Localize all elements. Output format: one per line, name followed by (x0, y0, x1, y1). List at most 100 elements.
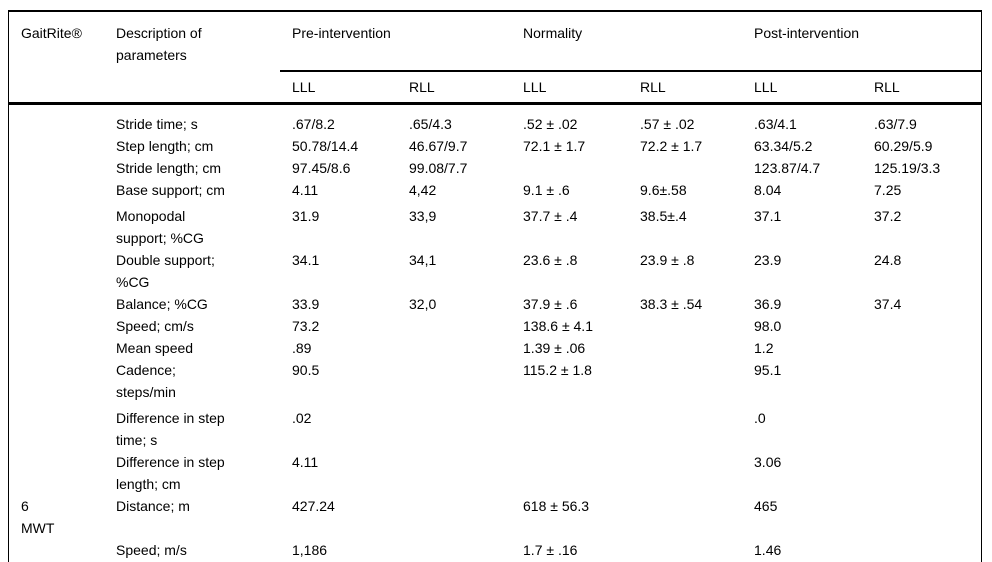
cell-value: 1,186 (292, 542, 328, 558)
table-header: GaitRite® Description of parameters Pre-… (9, 12, 982, 105)
table-row: 6 MWT Distance; m 427.24 618 ± 56.3 465 (9, 495, 981, 539)
cell-value: 37.4 (874, 296, 902, 312)
cell-value: 138.6 ± 4.1 (523, 318, 593, 334)
cell-value: 97.45/8.6 (292, 160, 351, 176)
cell-value: 7.25 (874, 182, 902, 198)
cell-value: .63/4.1 (754, 116, 797, 132)
header-gaitrite: GaitRite® (9, 12, 104, 105)
table-row: Stride length; cm 97.45/8.6 99.08/7.7 123.8… (9, 157, 981, 179)
cell-parameter: Step length; cm (116, 138, 214, 154)
cell-value (628, 315, 742, 337)
cell-value (862, 495, 981, 539)
cell-value: 36.9 (754, 296, 782, 312)
cell-parameter: Monopodal support; %CG (116, 208, 204, 246)
cell-parameter: Speed; m/s (116, 542, 187, 558)
cell-test-group: 6 MWT (21, 498, 55, 536)
cell-value: .57 ± .02 (640, 116, 695, 132)
cell-value (628, 403, 742, 451)
cell-value: .89 (292, 340, 312, 356)
sub-header-row: LLL RLL LLL RLL LLL RLL (9, 71, 982, 105)
cell-test-group (9, 179, 104, 201)
cell-value: .02 (292, 410, 312, 426)
cell-value: 4.11 (292, 454, 319, 470)
cell-value: 95.1 (754, 362, 782, 378)
cell-value (628, 359, 742, 403)
header-post-intervention: Post-intervention (742, 12, 982, 72)
cell-value: 34,1 (409, 252, 437, 268)
cell-value: 73.2 (292, 318, 320, 334)
cell-value (397, 403, 511, 451)
cell-parameter: Base support; cm (116, 182, 225, 198)
cell-value (511, 403, 628, 451)
table-row: Cadence; steps/min 90.5 115.2 ± 1.8 95.1 (9, 359, 981, 403)
cell-value (862, 359, 981, 403)
cell-value: .65/4.3 (409, 116, 452, 132)
subheader-norm-rll: RLL (628, 71, 743, 105)
cell-test-group (9, 293, 104, 315)
table-row: Difference in step length; cm 4.11 3.06 (9, 451, 981, 495)
cell-parameter: Cadence; steps/min (116, 362, 176, 400)
cell-parameter: Balance; %CG (116, 296, 208, 312)
cell-value (397, 539, 511, 562)
cell-value: 33,9 (409, 208, 437, 224)
cell-value: 1.46 (754, 542, 782, 558)
cell-value (628, 539, 742, 562)
cell-value: 37.1 (754, 208, 782, 224)
cell-value: 34.1 (292, 252, 320, 268)
group-header-row: GaitRite® Description of parameters Pre-… (9, 12, 982, 105)
cell-test-group (9, 315, 104, 337)
cell-value: 38.5±.4 (640, 208, 687, 224)
cell-value: 125.19/3.3 (874, 160, 941, 176)
cell-value: .0 (754, 410, 766, 426)
cell-test-group (9, 539, 104, 562)
cell-value: 37.7 ± .4 (523, 208, 578, 224)
cell-parameter: Difference in step length; cm (116, 454, 225, 492)
cell-value: 115.2 ± 1.8 (523, 362, 592, 378)
cell-value: 618 ± 56.3 (523, 498, 590, 514)
table-row: Double support; %CG 34.1 34,1 23.6 ± .8 23.9… (9, 249, 981, 293)
cell-test-group (9, 403, 104, 451)
cell-test-group (9, 359, 104, 403)
cell-value: 4,42 (409, 182, 437, 198)
cell-value: 8.04 (754, 182, 782, 198)
cell-value: 31.9 (292, 208, 320, 224)
cell-value (511, 157, 628, 179)
cell-value: 9.6±.58 (640, 182, 687, 198)
cell-parameter: Double support; %CG (116, 252, 215, 290)
cell-value (862, 539, 981, 562)
header-description: Description of parameters (104, 12, 280, 105)
cell-value (862, 451, 981, 495)
cell-value: .63/7.9 (874, 116, 917, 132)
cell-value (628, 157, 742, 179)
cell-test-group (9, 104, 104, 136)
cell-test-group (9, 451, 104, 495)
cell-parameter: Stride length; cm (116, 160, 222, 176)
cell-parameter: Mean speed (116, 340, 194, 356)
cell-value (862, 403, 981, 451)
cell-value: 123.87/4.7 (754, 160, 821, 176)
cell-value: 427.24 (292, 498, 335, 514)
cell-test-group (9, 135, 104, 157)
cell-value: 23.9 ± .8 (640, 252, 695, 268)
cell-value: 4.11 (292, 182, 319, 198)
cell-value (628, 337, 742, 359)
cell-value: 3.06 (754, 454, 782, 470)
table-row: Difference in step time; s .02 .0 (9, 403, 981, 451)
cell-test-group (9, 201, 104, 249)
table-row: Monopodal support; %CG 31.9 33,9 37.7 ± .4 3… (9, 201, 981, 249)
cell-value (862, 315, 981, 337)
cell-value: 24.8 (874, 252, 902, 268)
cell-value: 32,0 (409, 296, 437, 312)
cell-value: 23.9 (754, 252, 782, 268)
cell-value: 63.34/5.2 (754, 138, 813, 154)
cell-value: 37.2 (874, 208, 902, 224)
cell-test-group (9, 249, 104, 293)
table-body: Stride time; s .67/8.2 .65/4.3 .52 ± .02 .57… (9, 104, 981, 562)
cell-value: 50.78/14.4 (292, 138, 359, 154)
cell-test-group (9, 157, 104, 179)
table-row: Balance; %CG 33.9 32,0 37.9 ± .6 38.3 ± .54 3… (9, 293, 981, 315)
cell-value: 1.2 (754, 340, 774, 356)
table-row: Speed; m/s 1,186 1.7 ± .16 1.46 (9, 539, 981, 562)
cell-parameter: Speed; cm/s (116, 318, 194, 334)
cell-value: .67/8.2 (292, 116, 335, 132)
